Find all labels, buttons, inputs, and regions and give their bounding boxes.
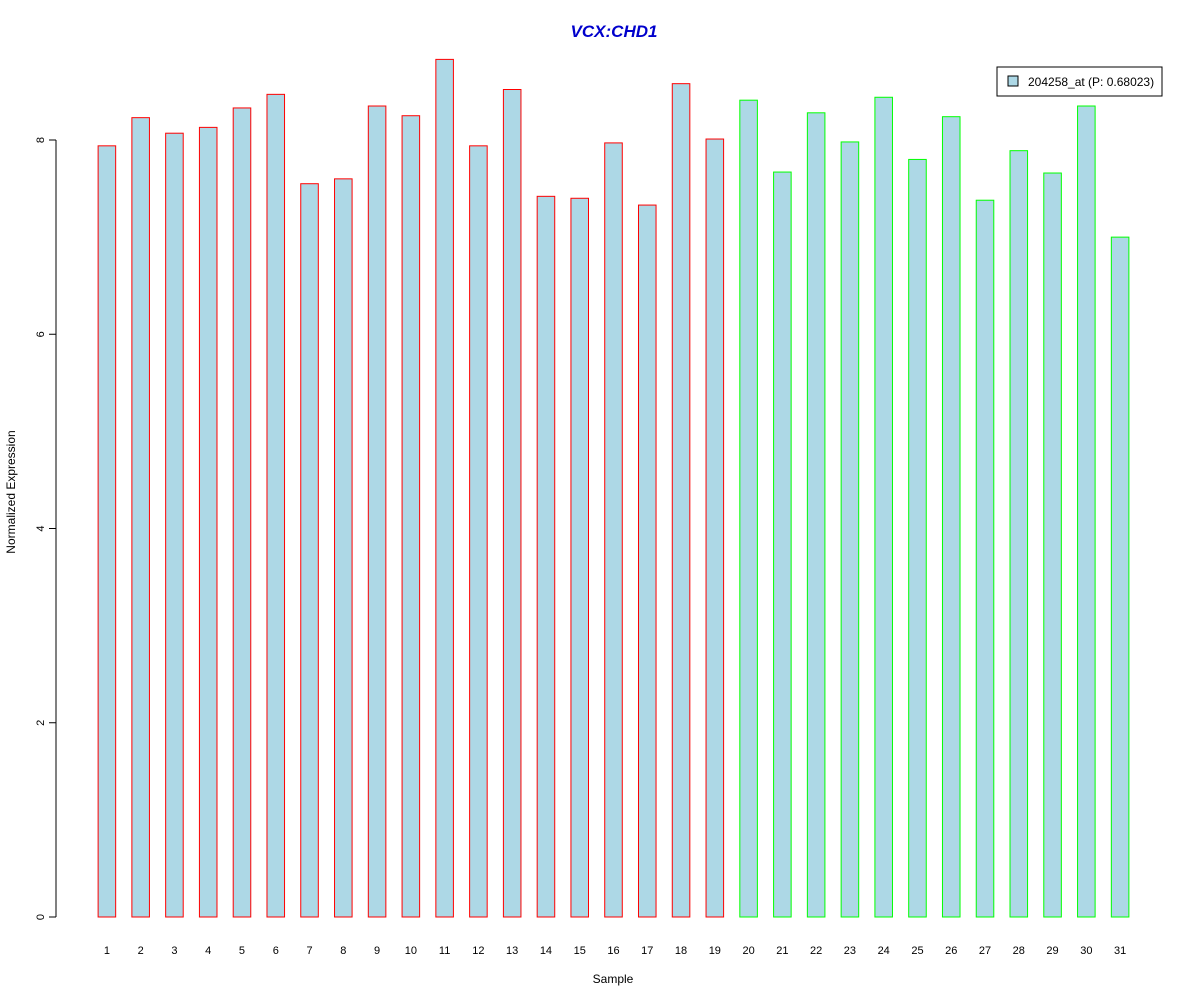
legend-box xyxy=(996,66,1163,97)
bar-sample-6 xyxy=(266,93,286,918)
bar-sample-24 xyxy=(874,96,893,918)
x-tick-label-30: 30 xyxy=(1080,945,1092,957)
bar-sample-27 xyxy=(975,199,995,918)
bar-sample-10 xyxy=(401,115,421,918)
y-ticks: 0 2 4 6 8 xyxy=(35,137,56,920)
x-tick-label-31: 31 xyxy=(1114,945,1126,957)
x-tick-label-29: 29 xyxy=(1046,945,1058,957)
x-tick-label-28: 28 xyxy=(1013,945,1025,957)
bars-layer xyxy=(97,58,1130,918)
x-tick-label-1: 1 xyxy=(104,945,110,957)
y-tick-label-2: 2 xyxy=(35,720,47,726)
x-tick-label-27: 27 xyxy=(979,945,991,957)
x-tick-label-7: 7 xyxy=(306,945,312,957)
y-tick-label-4: 4 xyxy=(35,525,47,531)
bar-sample-14 xyxy=(536,195,556,918)
x-tick-label-19: 19 xyxy=(709,945,721,957)
bar-sample-7 xyxy=(300,183,319,918)
bar-sample-1 xyxy=(97,145,117,918)
x-tick-label-25: 25 xyxy=(911,945,923,957)
x-axis-label: Sample xyxy=(593,972,634,986)
bar-sample-26 xyxy=(941,116,961,918)
x-tick-label-5: 5 xyxy=(239,945,245,957)
bar-sample-22 xyxy=(806,112,826,918)
bar-sample-25 xyxy=(908,158,927,918)
x-tick-label-8: 8 xyxy=(340,945,346,957)
y-tick-label-0: 0 xyxy=(35,914,47,920)
y-axis-label: Normalized Expression xyxy=(4,430,18,553)
legend-label: 204258_at (P: 0.68023) xyxy=(1028,75,1154,89)
bar-sample-13 xyxy=(502,89,522,918)
x-tick-label-11: 11 xyxy=(439,945,450,957)
bar-sample-19 xyxy=(705,138,725,918)
x-tick-label-3: 3 xyxy=(171,945,177,957)
bar-sample-15 xyxy=(570,197,590,918)
x-tick-label-21: 21 xyxy=(776,945,788,957)
bar-sample-20 xyxy=(739,99,758,918)
bar-sample-30 xyxy=(1077,105,1096,918)
bar-sample-8 xyxy=(334,178,353,918)
bar-sample-2 xyxy=(131,117,150,918)
x-tick-label-18: 18 xyxy=(675,945,687,957)
x-tick-label-16: 16 xyxy=(607,945,619,957)
x-tick-label-12: 12 xyxy=(472,945,484,957)
x-tick-label-26: 26 xyxy=(945,945,957,957)
bar-sample-18 xyxy=(671,83,691,918)
x-tick-label-15: 15 xyxy=(574,945,586,957)
x-tick-label-20: 20 xyxy=(742,945,754,957)
x-tick-label-24: 24 xyxy=(878,945,890,957)
x-tick-labels: 1 2 3 4 5 6 7 8 9 10 11 12 13 14 15 16 17 18 19 20 21 22 23 24 2… xyxy=(104,945,1126,957)
bar-sample-3 xyxy=(165,132,184,918)
bar-sample-9 xyxy=(367,105,387,918)
bar-sample-21 xyxy=(773,171,792,918)
x-tick-label-23: 23 xyxy=(844,945,856,957)
y-tick-label-8: 8 xyxy=(35,137,47,143)
bar-sample-23 xyxy=(840,141,860,918)
bar-sample-29 xyxy=(1043,172,1062,918)
x-tick-label-2: 2 xyxy=(138,945,144,957)
x-tick-label-13: 13 xyxy=(506,945,518,957)
bar-sample-12 xyxy=(469,145,488,918)
bar-sample-5 xyxy=(232,107,252,918)
x-tick-label-17: 17 xyxy=(641,945,653,957)
x-tick-label-4: 4 xyxy=(205,945,211,957)
legend-swatch xyxy=(1007,75,1019,87)
legend: 204258_at (P: 0.68023) xyxy=(996,66,1163,97)
bar-sample-16 xyxy=(604,142,623,918)
bar-sample-11 xyxy=(435,58,454,918)
bar-sample-28 xyxy=(1009,150,1029,918)
x-tick-label-9: 9 xyxy=(374,945,380,957)
x-tick-label-6: 6 xyxy=(273,945,279,957)
chart-title: VCX:CHD1 xyxy=(571,22,658,41)
x-tick-label-10: 10 xyxy=(405,945,417,957)
x-tick-label-14: 14 xyxy=(540,945,552,957)
bar-sample-4 xyxy=(198,126,218,918)
x-tick-label-22: 22 xyxy=(810,945,822,957)
y-tick-label-6: 6 xyxy=(35,331,47,337)
bar-sample-17 xyxy=(637,204,657,918)
bar-sample-31 xyxy=(1110,236,1130,918)
